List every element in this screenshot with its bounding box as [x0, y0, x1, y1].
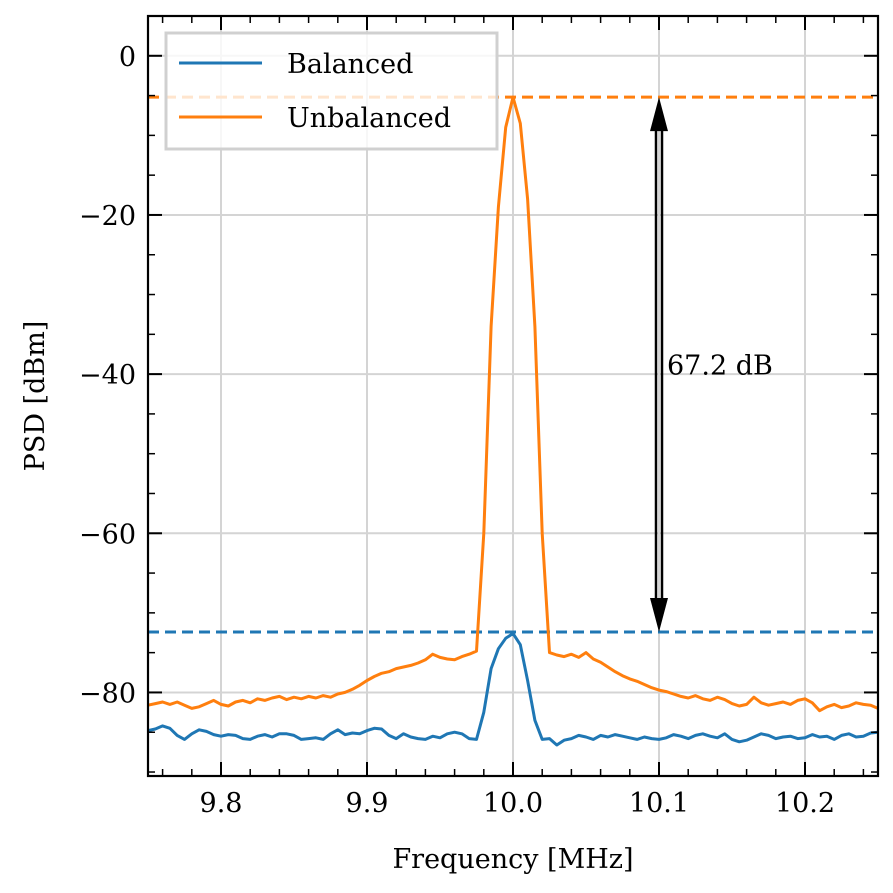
legend-label-unbalanced: Unbalanced	[287, 103, 451, 134]
y-tick-label-4: −80	[79, 678, 136, 709]
axis-ticks	[148, 15, 878, 776]
y-axis-label: PSD [dBm]	[20, 321, 51, 472]
series-lines	[147, 95, 879, 747]
x-tick-labels: 9.8 9.9 10.0 10.1 10.2	[200, 788, 836, 819]
annotation-label: 67.2 dB	[667, 351, 773, 382]
legend-box	[164, 31, 499, 151]
y-tick-labels: 0 −20 −40 −60 −80	[79, 42, 136, 710]
series-line-balanced	[147, 632, 879, 747]
y-tick-label-2: −40	[79, 360, 136, 391]
x-tick-label-3: 10.1	[629, 788, 689, 819]
dynamic-range-annotation: 67.2 dB	[650, 97, 773, 632]
x-tick-label-2: 10.0	[483, 788, 543, 819]
series-line-unbalanced	[147, 95, 879, 713]
legend: Balanced Unbalanced	[164, 31, 499, 151]
legend-label-balanced: Balanced	[287, 49, 413, 80]
arrow-head-top	[650, 97, 668, 132]
x-axis-label: Frequency [MHz]	[392, 844, 633, 875]
x-tick-label-4: 10.2	[775, 788, 835, 819]
x-tick-label-1: 9.9	[346, 788, 389, 819]
x-tick-label-0: 9.8	[200, 788, 243, 819]
y-tick-label-3: −60	[79, 519, 136, 550]
arrow-head-bottom	[650, 597, 668, 632]
y-tick-label-0: 0	[119, 42, 136, 73]
y-tick-label-1: −20	[79, 201, 136, 232]
grid-lines	[148, 16, 878, 776]
